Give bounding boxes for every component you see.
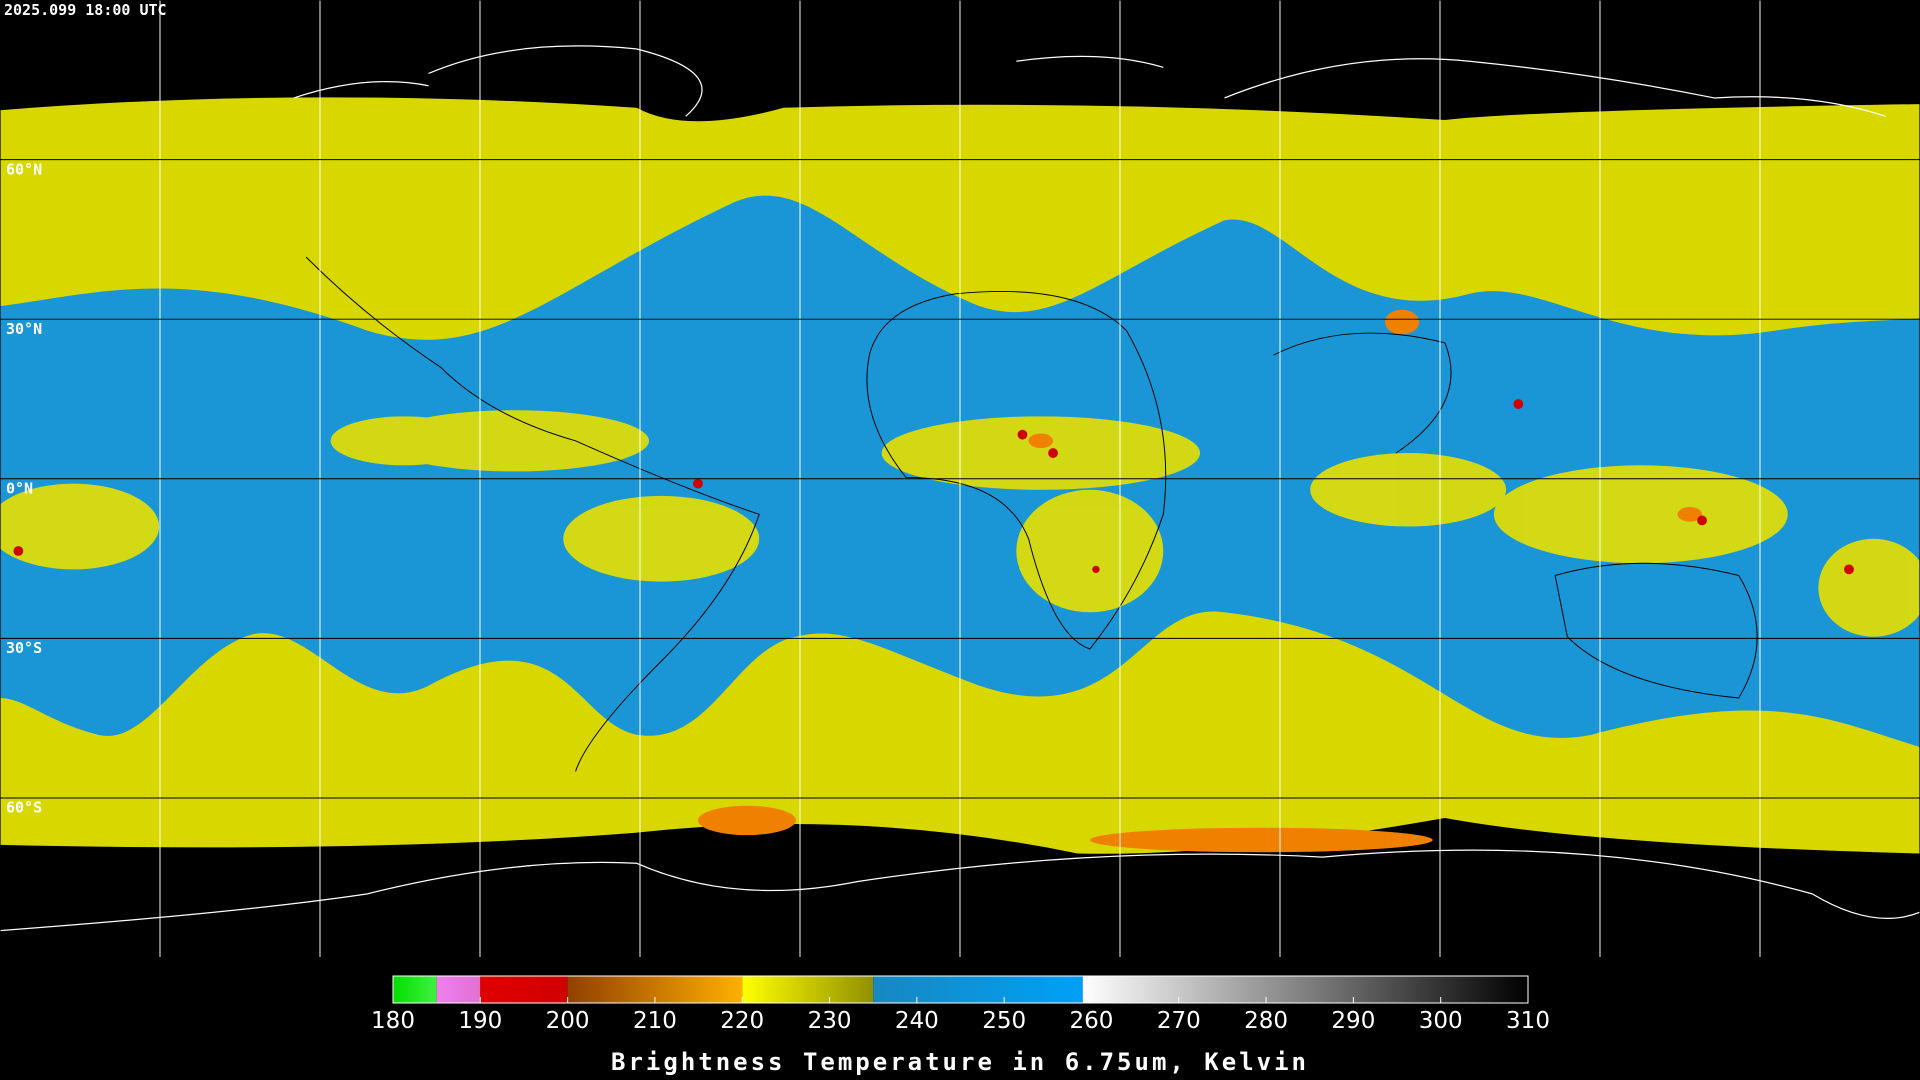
latitude-label: 30°S	[6, 639, 42, 657]
colorbar-tick-label: 200	[546, 1008, 590, 1034]
colorbar-tick-label: 300	[1419, 1008, 1463, 1034]
latitude-label: 60°N	[6, 160, 42, 178]
colorbar-title: Brightness Temperature in 6.75um, Kelvin	[611, 1048, 1309, 1076]
continent-coastlines	[305, 256, 1758, 772]
polar-coastlines	[0, 45, 1920, 932]
colorbar-tick-label: 260	[1070, 1008, 1114, 1034]
latitude-label: 0°N	[6, 479, 33, 497]
colorbar-tick-label: 210	[633, 1008, 677, 1034]
warm-spots	[697, 309, 1703, 853]
colorbar-tick-label: 280	[1244, 1008, 1288, 1034]
latitude-labels: 60°N 30°N 0°N 30°S 60°S	[6, 160, 42, 816]
colorbar-segment	[393, 976, 437, 1003]
colorbar-segment	[873, 976, 1083, 1003]
colorbar-tick-label: 240	[895, 1008, 939, 1034]
graticule	[159, 0, 1761, 958]
colorbar-segment	[480, 976, 568, 1003]
colorbar-tick-label: 190	[458, 1008, 502, 1034]
colorbar-tick-label: 250	[982, 1008, 1026, 1034]
colorbar-tick-label: 220	[720, 1008, 764, 1034]
colorbar: 180 190 200 210 220 230 240 250 260 270 280 290 300 3…	[371, 975, 1550, 1034]
map-imagery	[0, 0, 1920, 959]
colorbar-tick-label: 180	[371, 1008, 415, 1034]
colorbar-tick-label: 270	[1157, 1008, 1201, 1034]
colorbar-tick-label: 230	[808, 1008, 852, 1034]
colorbar-tick-label: 310	[1506, 1008, 1550, 1034]
timestamp: 2025.099 18:00 UTC	[4, 1, 167, 19]
colorbar-segment	[742, 976, 874, 1003]
colorbar-frame	[392, 975, 1529, 1004]
latitude-label: 30°N	[6, 320, 42, 338]
deep-convection	[13, 399, 1854, 575]
colorbar-segment	[1082, 976, 1528, 1003]
latitude-label: 60°S	[6, 799, 42, 817]
map-frame	[0, 0, 1920, 958]
colorbar-tick-label: 290	[1331, 1008, 1375, 1034]
colorbar-segment	[436, 976, 481, 1003]
